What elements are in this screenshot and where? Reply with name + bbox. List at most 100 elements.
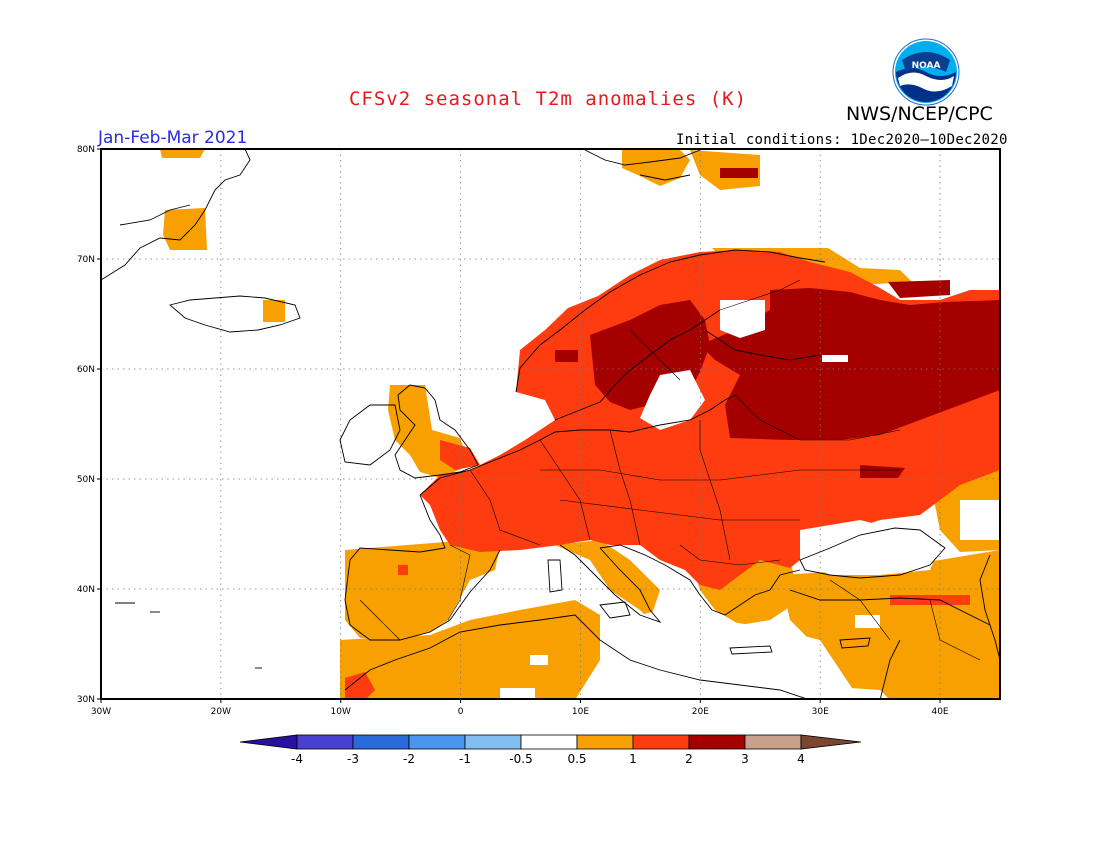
anomaly-region-strong <box>720 168 758 178</box>
lon-tick-label: 30W <box>91 707 111 717</box>
colorbar-label: -0.5 <box>509 752 533 766</box>
lat-tick-label: 30N <box>77 695 95 705</box>
anomaly-region-neutral <box>500 688 535 699</box>
longitude-axis: 30W 20W 10W 0 10E 20E 30E 40E <box>91 699 949 717</box>
anomaly-region-warm <box>398 565 408 575</box>
adriatic-coast <box>599 544 713 611</box>
colorbar-segment <box>744 734 802 750</box>
colorbar-segment <box>632 734 690 750</box>
anomaly-region-weak <box>780 550 1000 699</box>
colorbar-segment <box>464 734 522 750</box>
anomaly-region-weak <box>163 208 207 250</box>
colorbar <box>239 734 862 750</box>
colorbar-label: -2 <box>403 752 415 766</box>
anomaly-region-neutral <box>960 500 1000 540</box>
lat-tick-label: 40N <box>77 585 95 595</box>
anomaly-region-weak <box>340 600 600 699</box>
colorbar-label: 4 <box>797 752 805 766</box>
colorbar-segment <box>352 734 410 750</box>
sicily-coast <box>599 601 631 619</box>
coastlines <box>101 149 1000 699</box>
logo-text: NOAA <box>912 61 941 71</box>
chart-title: CFSv2 seasonal T2m anomalies (K) <box>348 88 748 110</box>
agency-label: NWS/NCEP/CPC <box>846 103 993 125</box>
anomaly-region-strong <box>888 280 950 298</box>
colorbar-label: 1 <box>629 752 637 766</box>
lon-tick-label: 40E <box>931 707 948 717</box>
anomaly-region-warm <box>440 440 480 470</box>
britain-coast <box>394 384 479 479</box>
anomaly-region-neutral <box>720 300 765 338</box>
anomaly-region-weak <box>555 540 660 620</box>
initial-conditions-label: Initial conditions: 1Dec2020–10Dec2020 <box>676 132 1008 148</box>
colorbar-segment <box>576 734 634 750</box>
anomaly-region-warm <box>345 672 375 699</box>
map-frame <box>100 148 1001 700</box>
caspian-coast <box>979 554 1000 661</box>
levant-coast <box>879 639 901 699</box>
anomaly-fields <box>160 149 1000 699</box>
greenland-coast <box>101 149 251 281</box>
colorbar-segment <box>296 734 354 750</box>
greece-coast <box>711 569 801 616</box>
colorbar-segment <box>520 734 578 750</box>
colorbar-label: 2 <box>685 752 693 766</box>
lon-tick-label: 10E <box>572 707 589 717</box>
anomaly-region-weak <box>263 300 285 322</box>
africa-coast <box>344 614 809 699</box>
anomaly-region-neutral <box>800 520 940 575</box>
anomaly-region-neutral <box>530 655 548 665</box>
cyprus-coast <box>839 637 871 649</box>
biscay-coast <box>344 494 501 641</box>
latitude-axis: 80N 70N 60N 50N 40N 30N <box>77 145 101 705</box>
continental-coast <box>419 429 610 496</box>
lon-tick-label: 0 <box>458 707 464 717</box>
anomaly-region-weak <box>345 540 500 640</box>
lon-tick-label: 10W <box>331 707 351 717</box>
anomaly-region-neutral <box>822 355 848 362</box>
lat-tick-label: 60N <box>77 365 95 375</box>
colorbar-label: -3 <box>347 752 359 766</box>
italy-coast <box>559 544 662 623</box>
anomaly-region-strong <box>555 350 578 362</box>
lon-tick-label: 20E <box>692 707 709 717</box>
crete-coast <box>729 645 773 655</box>
svalbard-coast <box>584 149 701 166</box>
lon-tick-label: 30E <box>812 707 829 717</box>
norway-coast <box>515 249 826 393</box>
colorbar-arrow-right <box>800 734 862 750</box>
anomaly-region-strong <box>860 465 905 478</box>
colorbar-arrow-left <box>239 734 298 750</box>
finland-coast <box>704 329 821 361</box>
lat-tick-label: 50N <box>77 475 95 485</box>
anomaly-region-neutral <box>600 610 860 699</box>
colorbar-label: -1 <box>459 752 471 766</box>
country-borders <box>359 279 981 661</box>
lat-tick-label: 70N <box>77 255 95 265</box>
sweden-coast <box>554 309 721 421</box>
greenland-coast <box>119 204 191 226</box>
lat-tick-label: 80N <box>77 145 95 155</box>
svalbard-coast <box>639 174 691 181</box>
colorbar-segment <box>408 734 466 750</box>
black-sea-coast <box>799 527 946 579</box>
map-body <box>101 149 1000 699</box>
turkey-coast <box>789 589 991 626</box>
anomaly-region-strong <box>700 288 1000 440</box>
colorbar-segment <box>688 734 746 750</box>
anomaly-region-weak <box>160 149 205 158</box>
ireland-coast <box>339 404 401 466</box>
gridlines <box>101 149 1000 699</box>
season-label: Jan-Feb-Mar 2021 <box>98 128 248 148</box>
anomaly-region-neutral <box>640 370 705 430</box>
lon-tick-label: 20W <box>211 707 231 717</box>
baltic-coast <box>609 394 736 433</box>
sardinia-coast <box>547 559 563 593</box>
colorbar-label: 3 <box>741 752 749 766</box>
noaa-logo: NOAA <box>892 38 960 106</box>
iceland-coast <box>169 295 301 333</box>
anomaly-region-weak <box>622 150 690 186</box>
colorbar-label: -4 <box>291 752 303 766</box>
colorbar-label: 0.5 <box>567 752 587 766</box>
